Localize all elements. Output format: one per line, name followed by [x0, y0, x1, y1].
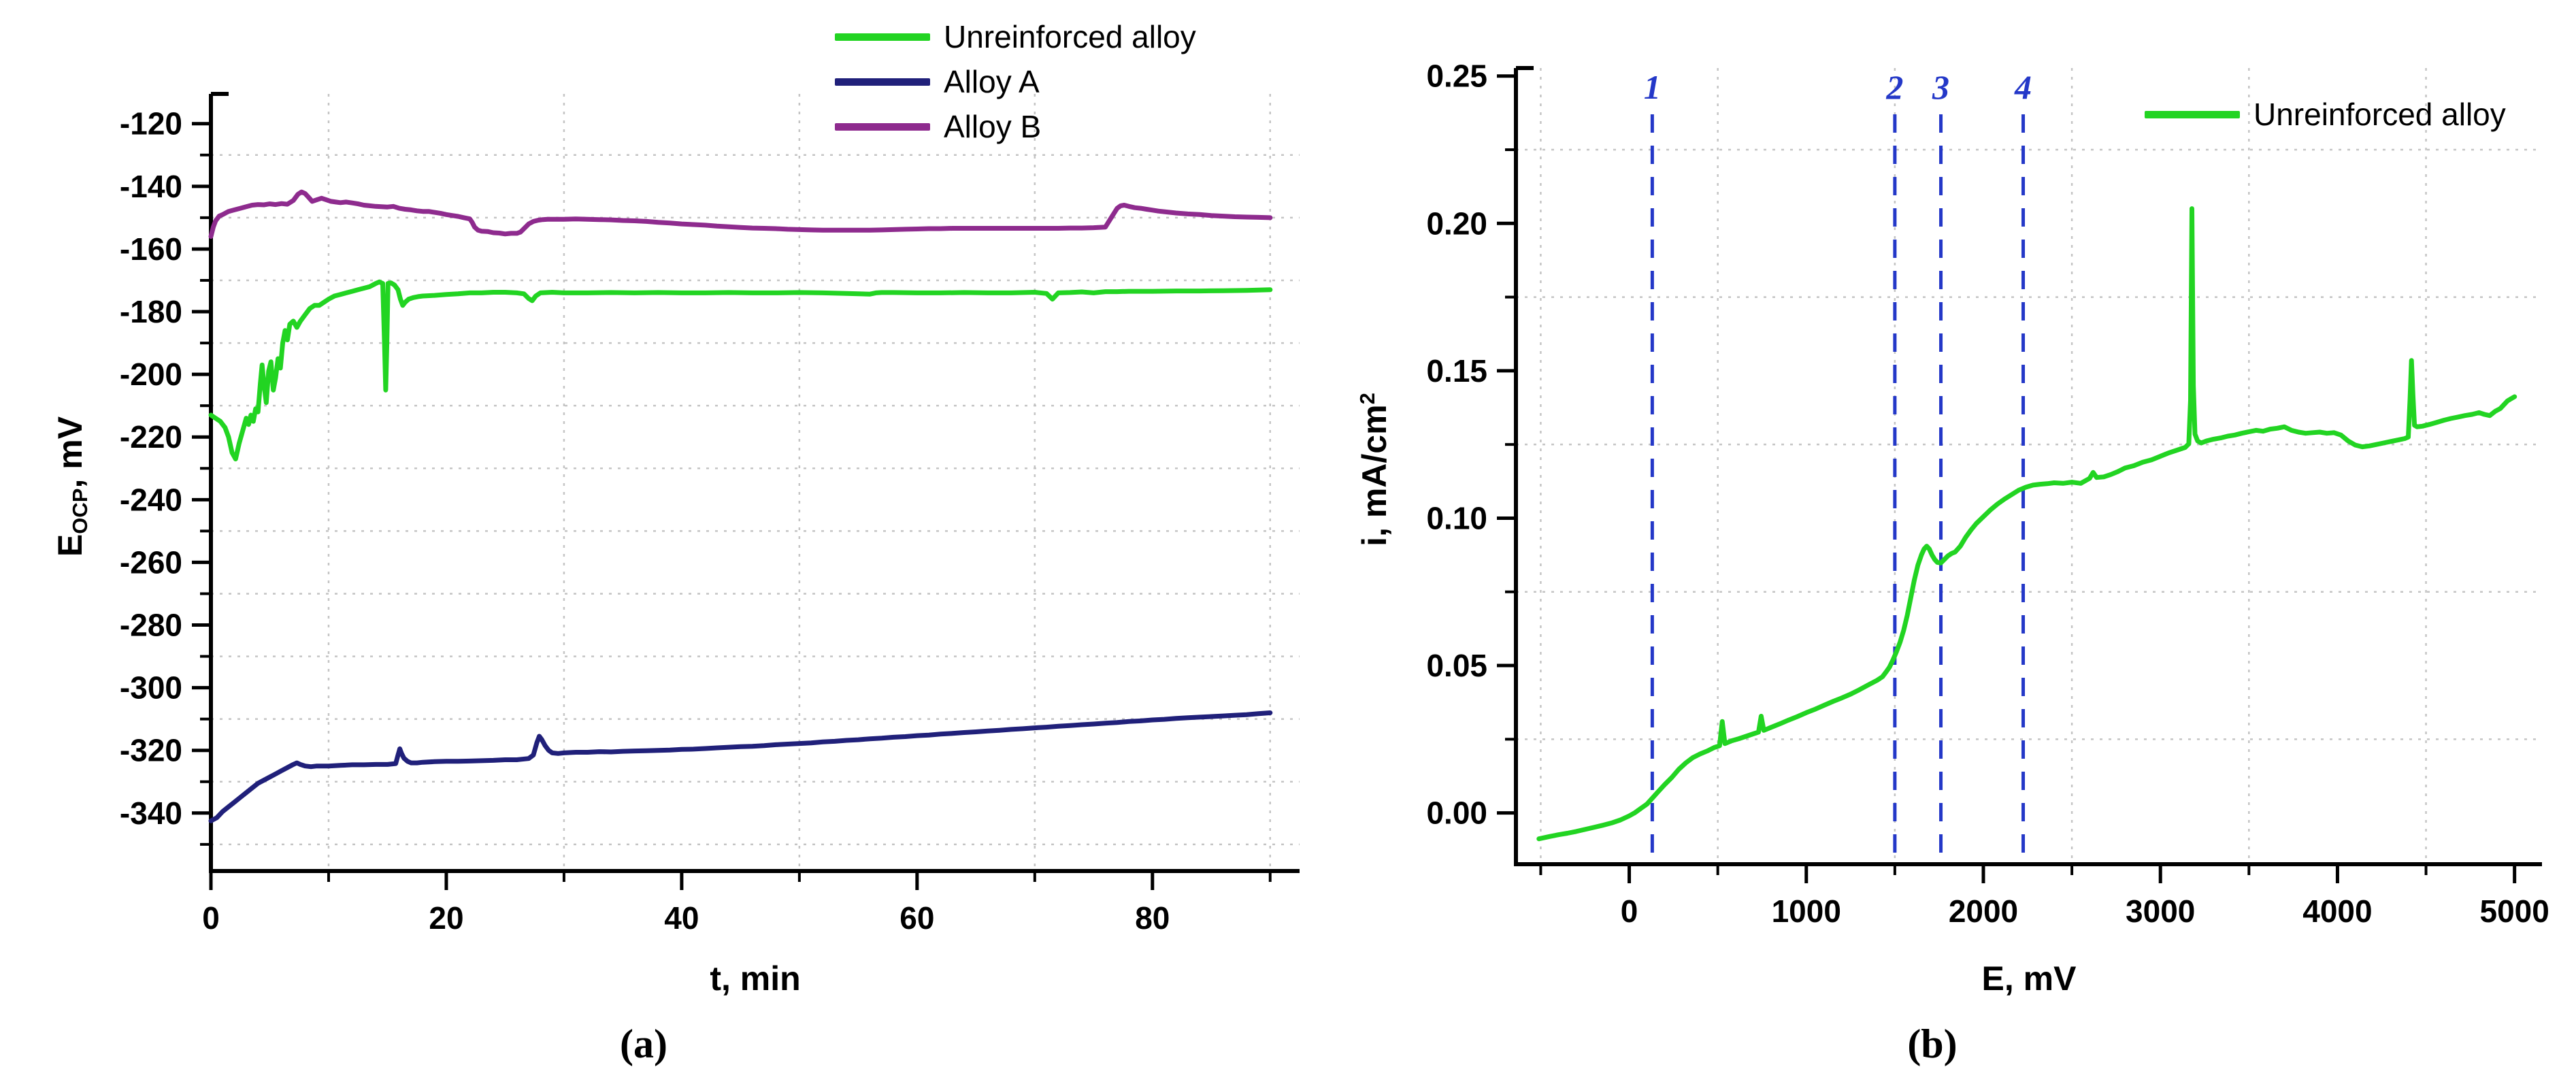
legend-line-alloy-b: [835, 122, 930, 131]
series-alloy-a: [208, 710, 1273, 823]
chart-a-x-axis-title: t, min: [710, 959, 801, 998]
x-tick-label: 4000: [2302, 893, 2372, 929]
y-tick-label: 0.05: [1426, 648, 1487, 683]
legend-item-unreinforced-alloy: Unreinforced alloy: [835, 19, 1196, 54]
axes: [209, 94, 1300, 873]
series-unreinforced-alloy: [208, 279, 1273, 461]
y-tick-label: 0.15: [1426, 353, 1487, 389]
x-tick-label: 0: [202, 900, 220, 936]
series-unreinforced-alloy: [1536, 206, 2517, 842]
chart-b-y-axis-title: i, mA/cm2: [1355, 393, 1393, 546]
chart-b-x-axis-title: E, mV: [1981, 959, 2077, 998]
legend-item-alloy-b: Alloy B: [835, 109, 1196, 144]
y-tick-label: 0.20: [1426, 206, 1487, 241]
annotation-label-4: 4: [2014, 68, 2032, 106]
series-alloy-b: [208, 189, 1273, 239]
y-tick-label: -320: [120, 733, 182, 768]
chart-ocp-vs-time: -120 -140 -160 -180 -200 -220 -240 -260 -280 -300…: [120, 92, 1300, 936]
annotation-label-3: 3: [1932, 68, 1949, 106]
y-tick-label: 0.10: [1426, 500, 1487, 536]
y-tick-label: -140: [120, 169, 182, 204]
y-tick-label: -300: [120, 670, 182, 706]
legend-line-alloy-a: [835, 78, 930, 86]
y-tick-label: -260: [120, 544, 182, 580]
legend-item-alloy-a: Alloy A: [835, 64, 1196, 99]
y-tick-label: -280: [120, 608, 182, 643]
y-tick-label: -160: [120, 231, 182, 267]
y-tick-label: -180: [120, 294, 182, 329]
legend-item-unreinforced-alloy-b: Unreinforced alloy: [2145, 97, 2506, 132]
x-tick-label: 2000: [1949, 893, 2018, 929]
x-tick-label: 1000: [1772, 893, 1841, 929]
axes: [1514, 68, 2542, 866]
annotation-label-1: 1: [1644, 68, 1661, 106]
chart-a-legend: Unreinforced alloy Alloy A Alloy B: [835, 19, 1196, 144]
legend-label-alloy-a: Alloy A: [944, 64, 1040, 99]
x-tick-label: 40: [664, 900, 699, 936]
legend-label-unreinforced-alloy-b: Unreinforced alloy: [2253, 97, 2506, 132]
caption-b: (b): [1907, 1021, 1958, 1066]
legend-line-unreinforced-alloy-b: [2145, 110, 2240, 118]
y-tick-label: 0.25: [1426, 59, 1487, 94]
x-tick-label: 20: [429, 900, 463, 936]
chart-polarization: 1 2 3 4 0.00 0.05 0.10 0.15 0.20 0.25 0 1000 2000 300…: [1426, 59, 2549, 929]
x-tick-label: 5000: [2479, 893, 2549, 929]
x-tick-label: 80: [1135, 900, 1170, 936]
y-tick-label: -200: [120, 357, 182, 392]
x-tick-label: 0: [1621, 893, 1638, 929]
y-tick-label: 0.00: [1426, 795, 1487, 831]
x-tick-label: 3000: [2126, 893, 2195, 929]
x-tick-label: 60: [899, 900, 934, 936]
y-tick-label: -240: [120, 482, 182, 517]
legend-label-unreinforced-alloy: Unreinforced alloy: [944, 19, 1196, 54]
chart-a-y-axis-title: EOCP, mV: [51, 416, 92, 557]
legend-line-unreinforced-alloy: [835, 33, 930, 41]
annotation-label-2: 2: [1885, 68, 1903, 106]
y-tick-label: -220: [120, 419, 182, 455]
chart-b-legend: Unreinforced alloy: [2145, 97, 2506, 132]
legend-label-alloy-b: Alloy B: [944, 109, 1042, 144]
y-tick-label: -120: [120, 106, 182, 142]
caption-a: (a): [620, 1021, 667, 1066]
y-tick-label: -340: [120, 795, 182, 831]
